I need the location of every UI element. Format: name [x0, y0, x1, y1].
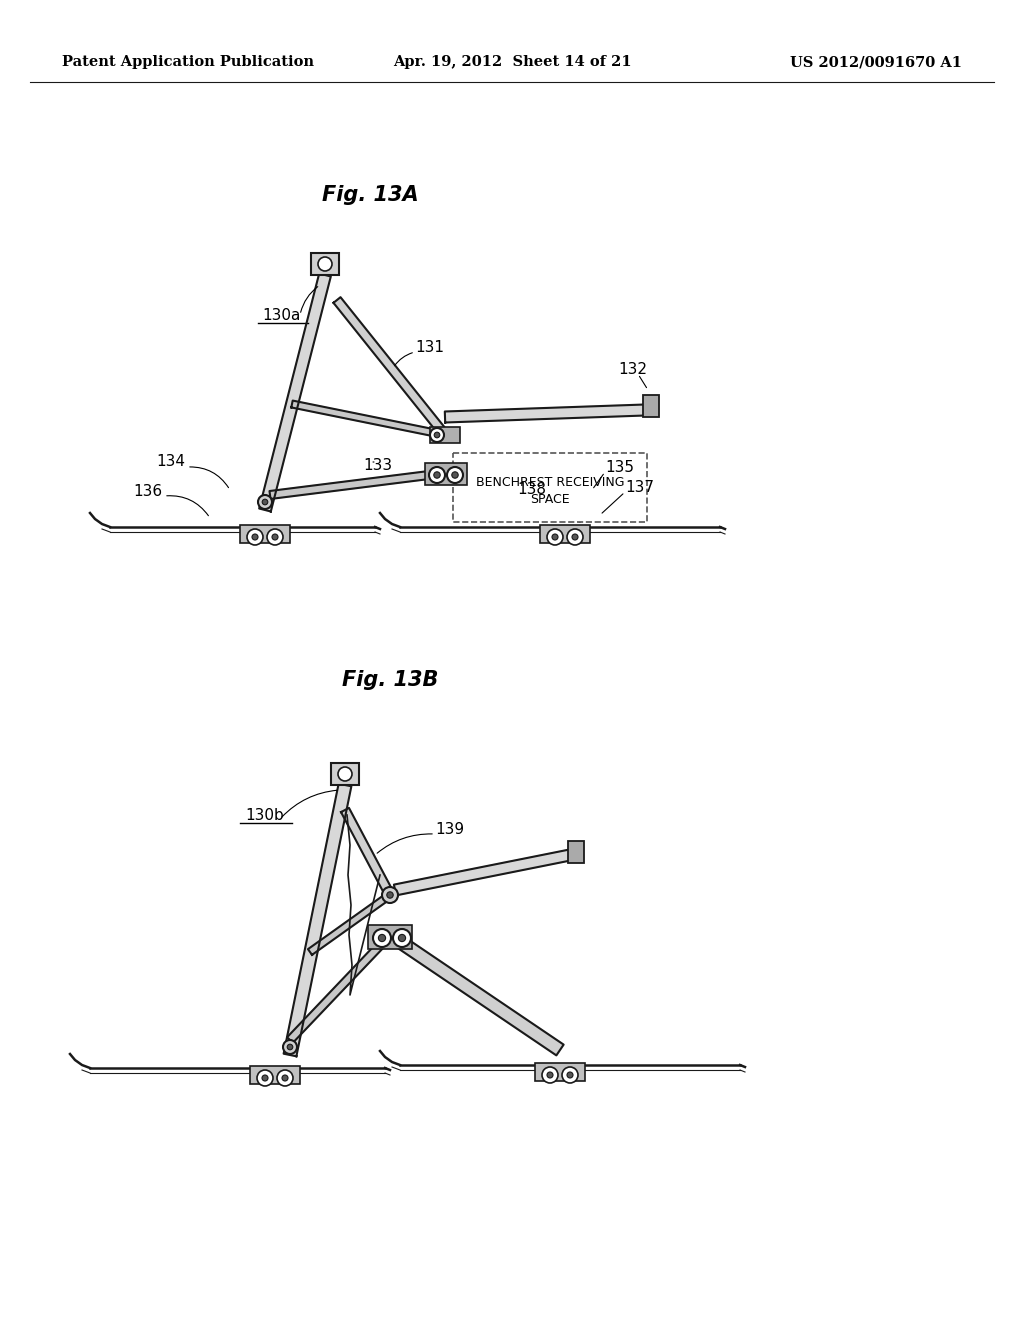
Circle shape: [434, 471, 440, 478]
Text: 134: 134: [156, 454, 185, 470]
Polygon shape: [444, 404, 645, 422]
Circle shape: [542, 1067, 558, 1082]
Circle shape: [373, 929, 391, 946]
Polygon shape: [341, 808, 394, 898]
Circle shape: [562, 1067, 578, 1082]
Circle shape: [379, 935, 386, 941]
Circle shape: [547, 1072, 553, 1078]
Bar: [540, 525, 590, 543]
Bar: [368, 925, 412, 949]
Polygon shape: [259, 273, 331, 511]
Circle shape: [547, 529, 563, 545]
Circle shape: [452, 471, 458, 478]
Circle shape: [338, 767, 352, 781]
Polygon shape: [269, 469, 445, 499]
Circle shape: [282, 1074, 288, 1081]
Polygon shape: [386, 929, 563, 1056]
Bar: [240, 525, 290, 543]
Circle shape: [393, 929, 411, 946]
Bar: [568, 841, 584, 863]
Bar: [430, 426, 460, 444]
Text: 130a: 130a: [263, 308, 301, 322]
Text: 135: 135: [605, 461, 634, 475]
Polygon shape: [334, 297, 449, 438]
Circle shape: [262, 499, 268, 504]
Text: US 2012/0091670 A1: US 2012/0091670 A1: [790, 55, 962, 69]
Circle shape: [262, 1074, 268, 1081]
Text: 133: 133: [362, 458, 392, 474]
Text: 130b: 130b: [246, 808, 285, 822]
Text: 132: 132: [618, 363, 647, 378]
Circle shape: [572, 535, 578, 540]
Circle shape: [382, 887, 398, 903]
Text: 136: 136: [133, 484, 162, 499]
Text: Fig. 13A: Fig. 13A: [322, 185, 419, 205]
Polygon shape: [291, 400, 445, 438]
Bar: [425, 463, 467, 484]
Circle shape: [434, 432, 439, 438]
FancyBboxPatch shape: [453, 453, 647, 521]
Polygon shape: [287, 932, 393, 1043]
Text: Apr. 19, 2012  Sheet 14 of 21: Apr. 19, 2012 Sheet 14 of 21: [392, 55, 632, 69]
Circle shape: [283, 1040, 297, 1053]
Circle shape: [257, 1071, 273, 1086]
Text: 139: 139: [435, 822, 464, 837]
Polygon shape: [284, 784, 351, 1056]
Circle shape: [387, 892, 393, 898]
Circle shape: [247, 529, 263, 545]
Circle shape: [278, 1071, 293, 1086]
Text: 131: 131: [415, 341, 444, 355]
Circle shape: [430, 428, 444, 442]
Circle shape: [398, 935, 406, 941]
Circle shape: [287, 1044, 293, 1049]
Circle shape: [447, 467, 463, 483]
Circle shape: [267, 529, 283, 545]
Circle shape: [272, 535, 278, 540]
Text: Patent Application Publication: Patent Application Publication: [62, 55, 314, 69]
Circle shape: [318, 257, 332, 271]
Text: BENCHREST RECEIVING: BENCHREST RECEIVING: [476, 477, 625, 488]
Circle shape: [567, 1072, 573, 1078]
Circle shape: [252, 535, 258, 540]
Circle shape: [567, 529, 583, 545]
Text: 138: 138: [517, 483, 546, 498]
Polygon shape: [394, 850, 571, 895]
Text: Fig. 13B: Fig. 13B: [342, 671, 438, 690]
Polygon shape: [308, 892, 392, 954]
Bar: [311, 253, 339, 275]
Circle shape: [429, 467, 445, 483]
Bar: [643, 395, 659, 417]
Circle shape: [552, 535, 558, 540]
Bar: [331, 763, 359, 785]
Text: SPACE: SPACE: [530, 492, 569, 506]
Text: 137: 137: [625, 480, 654, 495]
Bar: [250, 1067, 300, 1084]
Bar: [535, 1063, 585, 1081]
Circle shape: [258, 495, 272, 510]
Polygon shape: [443, 467, 571, 517]
